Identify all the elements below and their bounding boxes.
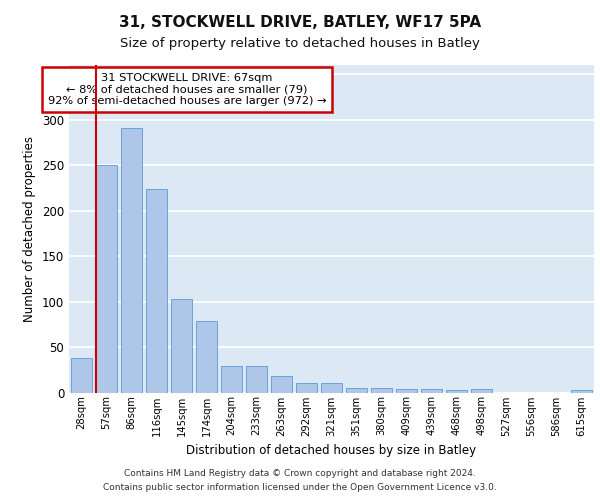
Bar xyxy=(571,390,592,392)
Text: Size of property relative to detached houses in Batley: Size of property relative to detached ho… xyxy=(120,38,480,51)
Bar xyxy=(371,388,392,392)
Bar xyxy=(471,389,492,392)
Bar xyxy=(196,320,217,392)
Bar xyxy=(246,366,267,392)
Bar xyxy=(321,384,342,392)
Bar xyxy=(271,376,292,392)
Bar xyxy=(421,389,442,392)
Bar xyxy=(146,188,167,392)
Text: Contains public sector information licensed under the Open Government Licence v3: Contains public sector information licen… xyxy=(103,484,497,492)
Text: 31 STOCKWELL DRIVE: 67sqm
← 8% of detached houses are smaller (79)
92% of semi-d: 31 STOCKWELL DRIVE: 67sqm ← 8% of detach… xyxy=(48,73,326,106)
Bar xyxy=(96,165,117,392)
Bar xyxy=(171,299,192,392)
Bar xyxy=(221,366,242,392)
Y-axis label: Number of detached properties: Number of detached properties xyxy=(23,136,37,322)
Text: 31, STOCKWELL DRIVE, BATLEY, WF17 5PA: 31, STOCKWELL DRIVE, BATLEY, WF17 5PA xyxy=(119,15,481,30)
Bar xyxy=(446,390,467,392)
Bar xyxy=(346,388,367,392)
X-axis label: Distribution of detached houses by size in Batley: Distribution of detached houses by size … xyxy=(187,444,476,457)
Bar xyxy=(296,384,317,392)
Text: Contains HM Land Registry data © Crown copyright and database right 2024.: Contains HM Land Registry data © Crown c… xyxy=(124,468,476,477)
Bar xyxy=(121,128,142,392)
Bar xyxy=(71,358,92,392)
Bar xyxy=(396,389,417,392)
